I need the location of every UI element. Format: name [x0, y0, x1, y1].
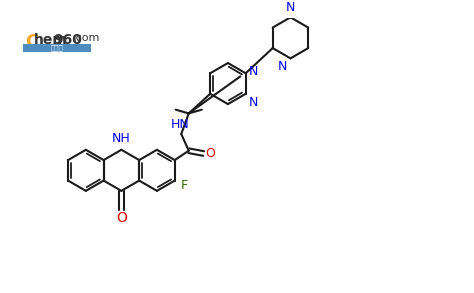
- Text: O: O: [116, 211, 127, 225]
- Text: 960: 960: [53, 33, 82, 47]
- Text: hem: hem: [34, 33, 67, 47]
- Text: C: C: [25, 33, 38, 51]
- Text: HN: HN: [171, 118, 190, 131]
- Text: 化工网: 化工网: [51, 45, 64, 51]
- FancyBboxPatch shape: [23, 44, 91, 52]
- Text: N: N: [286, 1, 295, 13]
- Text: N: N: [248, 96, 258, 109]
- Text: N: N: [277, 60, 287, 73]
- Text: N: N: [248, 65, 258, 78]
- Text: O: O: [206, 147, 215, 160]
- Text: NH: NH: [112, 132, 131, 145]
- Text: .com: .com: [73, 33, 100, 43]
- Text: F: F: [180, 179, 187, 192]
